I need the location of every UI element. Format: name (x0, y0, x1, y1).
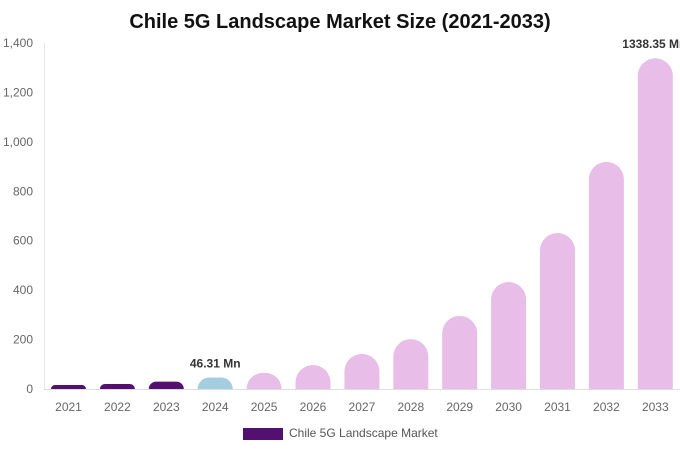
y-tick-label: 0 (26, 382, 33, 396)
data-label: 1338.35 Mn (622, 37, 680, 51)
bar-2022[interactable] (99, 384, 135, 389)
x-tick-label: 2024 (202, 400, 229, 414)
x-tick-label: 2031 (544, 400, 571, 414)
legend-swatch[interactable] (243, 428, 283, 440)
x-tick-label: 2030 (495, 400, 522, 414)
x-tick-label: 2022 (104, 400, 131, 414)
bar-2021[interactable] (51, 385, 86, 389)
bar-2024[interactable] (197, 377, 233, 389)
y-tick-label: 400 (13, 283, 33, 297)
bar-2023[interactable] (148, 381, 184, 389)
y-tick-label: 1,000 (3, 135, 33, 149)
bar-2029[interactable] (442, 315, 478, 389)
x-tick-label: 2028 (397, 400, 424, 414)
bar-2028[interactable] (393, 339, 429, 389)
bar-2031[interactable] (540, 233, 575, 389)
x-tick-label: 2023 (153, 400, 180, 414)
bar-2026[interactable] (295, 365, 331, 389)
y-tick-label: 800 (13, 184, 33, 198)
x-tick-label: 2026 (300, 400, 327, 414)
x-tick-label: 2021 (55, 400, 82, 414)
data-label: 46.31 Mn (190, 357, 241, 371)
bar-2027[interactable] (344, 353, 380, 389)
x-tick-label: 2033 (642, 400, 669, 414)
chart-title: Chile 5G Landscape Market Size (2021-203… (129, 11, 550, 33)
bar-2032[interactable] (588, 161, 624, 389)
y-tick-label: 1,200 (3, 85, 33, 99)
y-tick-label: 1,400 (3, 36, 33, 50)
y-tick-label: 600 (13, 234, 33, 248)
bar-2025[interactable] (246, 372, 282, 389)
x-tick-label: 2032 (593, 400, 620, 414)
legend-label[interactable]: Chile 5G Landscape Market (289, 426, 438, 440)
bar-2033[interactable] (637, 58, 673, 389)
y-tick-label: 200 (13, 333, 33, 347)
x-tick-label: 2029 (446, 400, 473, 414)
x-tick-label: 2027 (349, 400, 376, 414)
x-tick-label: 2025 (251, 400, 278, 414)
bar-2030[interactable] (491, 281, 527, 389)
